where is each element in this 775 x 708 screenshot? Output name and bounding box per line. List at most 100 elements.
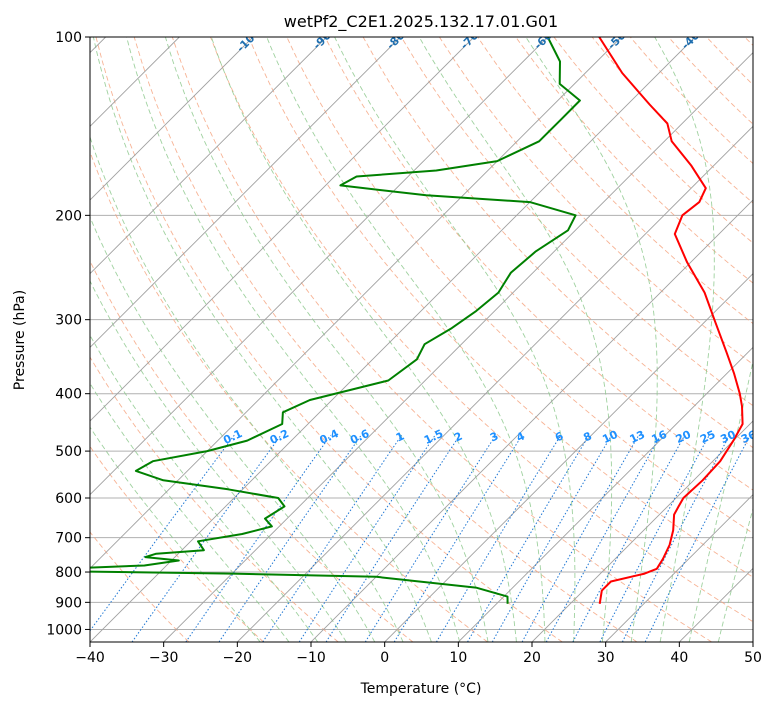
x-tick-label: −10 bbox=[296, 650, 326, 666]
mixing-ratio-label: 25 bbox=[698, 428, 717, 446]
x-tick-label: 50 bbox=[744, 650, 762, 666]
x-axis-label: Temperature (°C) bbox=[360, 681, 482, 697]
mixing-ratio-line bbox=[298, 434, 436, 642]
dry-adiabat bbox=[90, 356, 339, 642]
y-tick-label: 900 bbox=[55, 595, 82, 611]
y-tick-label: 600 bbox=[55, 491, 82, 507]
isotherm-line bbox=[90, 37, 327, 275]
x-axis-ticks: −40 −30 −20 −10 0 10 20 30 40 50 bbox=[75, 642, 762, 666]
pressure-gridlines bbox=[90, 37, 753, 630]
dry-adiabat bbox=[210, 37, 753, 623]
chart-title: wetPf2_C2E1.2025.132.17.01.G01 bbox=[284, 12, 558, 32]
temperature-profile-line bbox=[598, 37, 744, 604]
mixing-ratio-label: 13 bbox=[628, 428, 647, 446]
isotherm-line bbox=[90, 37, 401, 348]
isotherm-line bbox=[90, 37, 254, 201]
mixing-ratio-label: 16 bbox=[650, 428, 670, 446]
mixing-ratio-line bbox=[185, 434, 332, 642]
moist-adiabat bbox=[90, 334, 319, 642]
x-tick-label: 40 bbox=[670, 650, 688, 666]
x-tick-label: 0 bbox=[380, 650, 389, 666]
moist-adiabat bbox=[654, 37, 715, 642]
mixing-ratio-line bbox=[131, 434, 282, 642]
moist-adiabat bbox=[90, 279, 347, 642]
sounding-series bbox=[90, 37, 744, 604]
x-tick-label: 10 bbox=[449, 650, 467, 666]
dewpoint-profile-line bbox=[90, 37, 581, 604]
mixing-ratio-line bbox=[491, 434, 613, 642]
mixing-ratio-label: 10 bbox=[600, 428, 620, 446]
mixing-ratio-lines bbox=[90, 434, 751, 642]
moist-adiabat bbox=[418, 37, 613, 642]
dry-adiabat bbox=[90, 445, 264, 642]
isotherm-line bbox=[90, 37, 696, 642]
isotherm-line bbox=[90, 37, 548, 496]
y-tick-label: 300 bbox=[55, 313, 82, 329]
moist-adiabat bbox=[266, 37, 546, 642]
isotherm-line bbox=[90, 37, 622, 569]
mixing-ratio-line bbox=[364, 434, 497, 642]
mixing-ratio-line bbox=[599, 434, 710, 642]
moist-adiabat bbox=[90, 216, 376, 642]
dry-adiabat bbox=[90, 531, 190, 642]
dry-adiabat bbox=[248, 37, 753, 578]
dry-adiabat bbox=[95, 37, 563, 642]
moist-adiabat bbox=[90, 382, 290, 642]
isotherm-line bbox=[384, 273, 753, 642]
y-tick-label: 800 bbox=[55, 565, 82, 581]
mixing-ratio-line bbox=[545, 434, 662, 642]
y-axis-label: Pressure (hPa) bbox=[12, 290, 28, 390]
mixing-ratio-label: 36 bbox=[739, 428, 759, 446]
dry-adiabat bbox=[324, 37, 753, 491]
y-tick-label: 100 bbox=[55, 30, 82, 46]
isotherm-line bbox=[90, 37, 475, 422]
dry-adiabat bbox=[171, 37, 712, 642]
mixing-ratio-line bbox=[435, 434, 562, 642]
moist-adiabat bbox=[688, 359, 753, 642]
y-tick-label: 200 bbox=[55, 208, 82, 224]
isotherms bbox=[90, 37, 753, 642]
dry-adiabat bbox=[400, 37, 753, 407]
mixing-ratio-line bbox=[521, 434, 640, 642]
mixing-ratio-line bbox=[572, 434, 686, 642]
mixing-ratio-line bbox=[467, 434, 590, 642]
isotherm-line bbox=[605, 494, 753, 642]
dry-adiabat bbox=[515, 37, 753, 284]
mixing-ratio-line bbox=[325, 434, 461, 642]
moist-adiabat bbox=[164, 37, 489, 642]
isotherm-line bbox=[458, 346, 753, 642]
isotherm-line bbox=[531, 420, 753, 642]
moist-adiabat bbox=[126, 37, 461, 642]
plot-area: -100-90-80-70-60-50-40-30-20-10010203040… bbox=[90, 37, 759, 642]
moist-adiabats bbox=[90, 37, 753, 642]
mixing-ratio-label: 30 bbox=[718, 428, 738, 446]
isotherm-line bbox=[163, 52, 753, 642]
y-axis-ticks: 100 200 300 400 500 600 700 800 900 1000 bbox=[46, 30, 90, 638]
dry-adiabat bbox=[439, 37, 753, 365]
moist-adiabat bbox=[90, 426, 261, 642]
moist-adiabat bbox=[90, 135, 404, 642]
x-tick-label: −20 bbox=[223, 650, 253, 666]
moist-adiabat bbox=[525, 37, 658, 642]
dry-adiabat bbox=[90, 150, 488, 642]
moist-adiabat bbox=[334, 37, 576, 642]
moist-adiabat bbox=[92, 37, 432, 642]
dry-adiabat bbox=[133, 37, 638, 642]
mixing-ratio-line bbox=[393, 434, 523, 642]
y-tick-label: 500 bbox=[55, 444, 82, 460]
moist-adiabat bbox=[717, 506, 753, 642]
y-tick-label: 1000 bbox=[46, 622, 82, 638]
mixing-ratio-line bbox=[90, 434, 235, 632]
plot-frame bbox=[89, 36, 754, 643]
isotherm-line bbox=[237, 125, 753, 642]
x-tick-label: 20 bbox=[523, 650, 541, 666]
x-tick-label: 30 bbox=[597, 650, 615, 666]
dry-adiabats bbox=[90, 37, 753, 642]
x-tick-label: −40 bbox=[75, 650, 105, 666]
isotherm-line bbox=[310, 199, 753, 642]
mixing-ratio-label: 20 bbox=[674, 428, 694, 446]
moist-adiabat bbox=[210, 37, 517, 642]
y-tick-label: 700 bbox=[55, 531, 82, 547]
